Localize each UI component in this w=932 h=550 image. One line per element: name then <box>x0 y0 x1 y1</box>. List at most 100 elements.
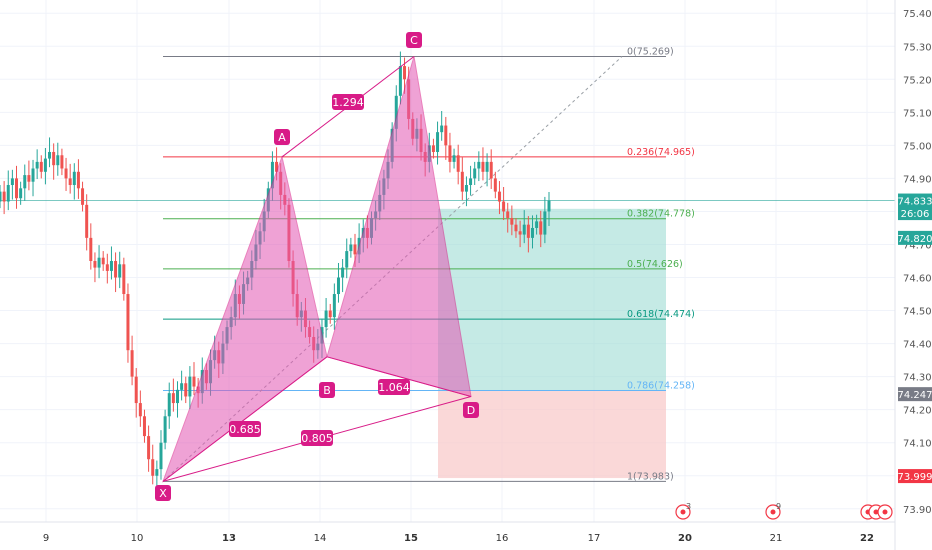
candle-body <box>473 168 477 179</box>
candle-body <box>493 178 497 192</box>
candle-body <box>440 125 444 133</box>
xb-line <box>162 356 328 482</box>
fib-label: 0.5(74.626) <box>627 259 683 270</box>
event-icon-dot <box>770 509 776 515</box>
candle-body <box>122 264 126 295</box>
candle-body <box>52 151 56 166</box>
price-tag-label: 73.999 <box>898 472 932 483</box>
event-count: 9 <box>776 502 781 511</box>
candle-body <box>452 155 456 162</box>
candle-body <box>27 175 31 182</box>
time-axis[interactable]: 9 10 13 14 15 16 17 20 21 22 <box>0 521 895 544</box>
price-tick: 74.900 <box>903 174 932 185</box>
candle-body <box>518 231 522 235</box>
ratio-badge <box>229 421 261 437</box>
candle-body <box>543 211 547 235</box>
ratio-label: 0.805 <box>301 432 333 445</box>
harmonic-pattern[interactable]: X A B C D 1.294 0.685 1.064 0.805 <box>155 32 479 501</box>
candle-body <box>6 185 10 202</box>
candle-body <box>64 168 68 179</box>
price-tick: 75.300 <box>903 42 932 53</box>
candle-body <box>147 436 151 460</box>
candle-body <box>101 257 105 265</box>
time-tick: 14 <box>314 533 327 544</box>
candle-body <box>151 459 155 476</box>
price-tag <box>898 193 932 208</box>
price-tick: 75.400 <box>903 9 932 20</box>
time-tick: 10 <box>131 533 144 544</box>
candle-body <box>270 161 274 189</box>
point-label-x: X <box>159 487 167 500</box>
candle-body <box>341 267 345 278</box>
candle-body <box>142 416 146 437</box>
candle-body <box>353 244 357 255</box>
candle-body <box>15 178 19 199</box>
price-tick: 74.500 <box>903 307 932 318</box>
fib-label: 0.236(74.965) <box>627 147 695 158</box>
candle-body <box>275 161 279 172</box>
candle-body <box>485 161 489 172</box>
candle-body <box>502 201 506 212</box>
ratio-label: 0.685 <box>229 423 261 436</box>
candle-body <box>547 200 551 212</box>
time-tick: 9 <box>43 533 49 544</box>
price-tick: 74.300 <box>903 373 932 384</box>
point-label-c: C <box>410 34 418 47</box>
price-tag-label: 26:06 <box>901 209 930 220</box>
candle-body <box>192 376 196 387</box>
candle-body <box>394 95 398 129</box>
candle-body <box>345 251 349 268</box>
price-tag <box>898 387 932 402</box>
candle-body <box>0 191 2 202</box>
point-badge-c <box>406 32 422 48</box>
candle-body <box>76 171 80 189</box>
candle-body <box>469 178 473 186</box>
price-tick: 75.200 <box>903 75 932 86</box>
candle-body <box>444 125 448 146</box>
candle-body <box>72 171 76 186</box>
candle-body <box>510 218 514 225</box>
candle-body <box>126 294 130 351</box>
ratio-label: 1.064 <box>378 381 410 394</box>
price-axis[interactable]: 75.400 75.300 75.200 75.100 75.000 74.900 74.8… <box>894 0 932 550</box>
candle-body <box>10 178 14 186</box>
candle-body <box>19 188 23 199</box>
candle-body <box>89 237 93 261</box>
point-label-a: A <box>278 131 286 144</box>
price-tick: 75.000 <box>903 141 932 152</box>
candle-body <box>159 442 163 470</box>
time-tick: 20 <box>678 533 692 544</box>
candle-body <box>31 168 35 182</box>
candle-body <box>134 376 138 404</box>
bd-line <box>326 356 472 397</box>
price-tick: 74.100 <box>903 439 932 450</box>
price-tag-label: 74.820 <box>898 234 932 245</box>
candle-body <box>138 403 142 417</box>
point-badge-x <box>155 485 171 501</box>
candle-body <box>349 244 353 252</box>
candle-body <box>336 277 340 295</box>
time-tick: 21 <box>770 533 783 544</box>
ratio-badge <box>332 94 364 110</box>
candle-body <box>188 376 192 397</box>
point-label-b: B <box>323 384 331 397</box>
candle-body <box>68 178 72 186</box>
price-tag <box>898 206 932 221</box>
candle-body <box>97 257 101 268</box>
candle-body <box>85 204 89 238</box>
candle-body <box>43 158 47 172</box>
event-icon-dot <box>873 509 879 515</box>
candle-body <box>184 383 188 397</box>
price-tag-label: 74.833 <box>898 197 932 208</box>
time-tick: 17 <box>588 533 601 544</box>
candle-body <box>539 221 543 235</box>
candle-body <box>23 175 27 189</box>
candle-body <box>535 221 539 228</box>
target-zone <box>438 208 666 391</box>
candle-body <box>431 145 435 152</box>
point-badge-b <box>319 382 335 398</box>
candle-body <box>81 188 85 205</box>
candle-body <box>436 132 440 152</box>
